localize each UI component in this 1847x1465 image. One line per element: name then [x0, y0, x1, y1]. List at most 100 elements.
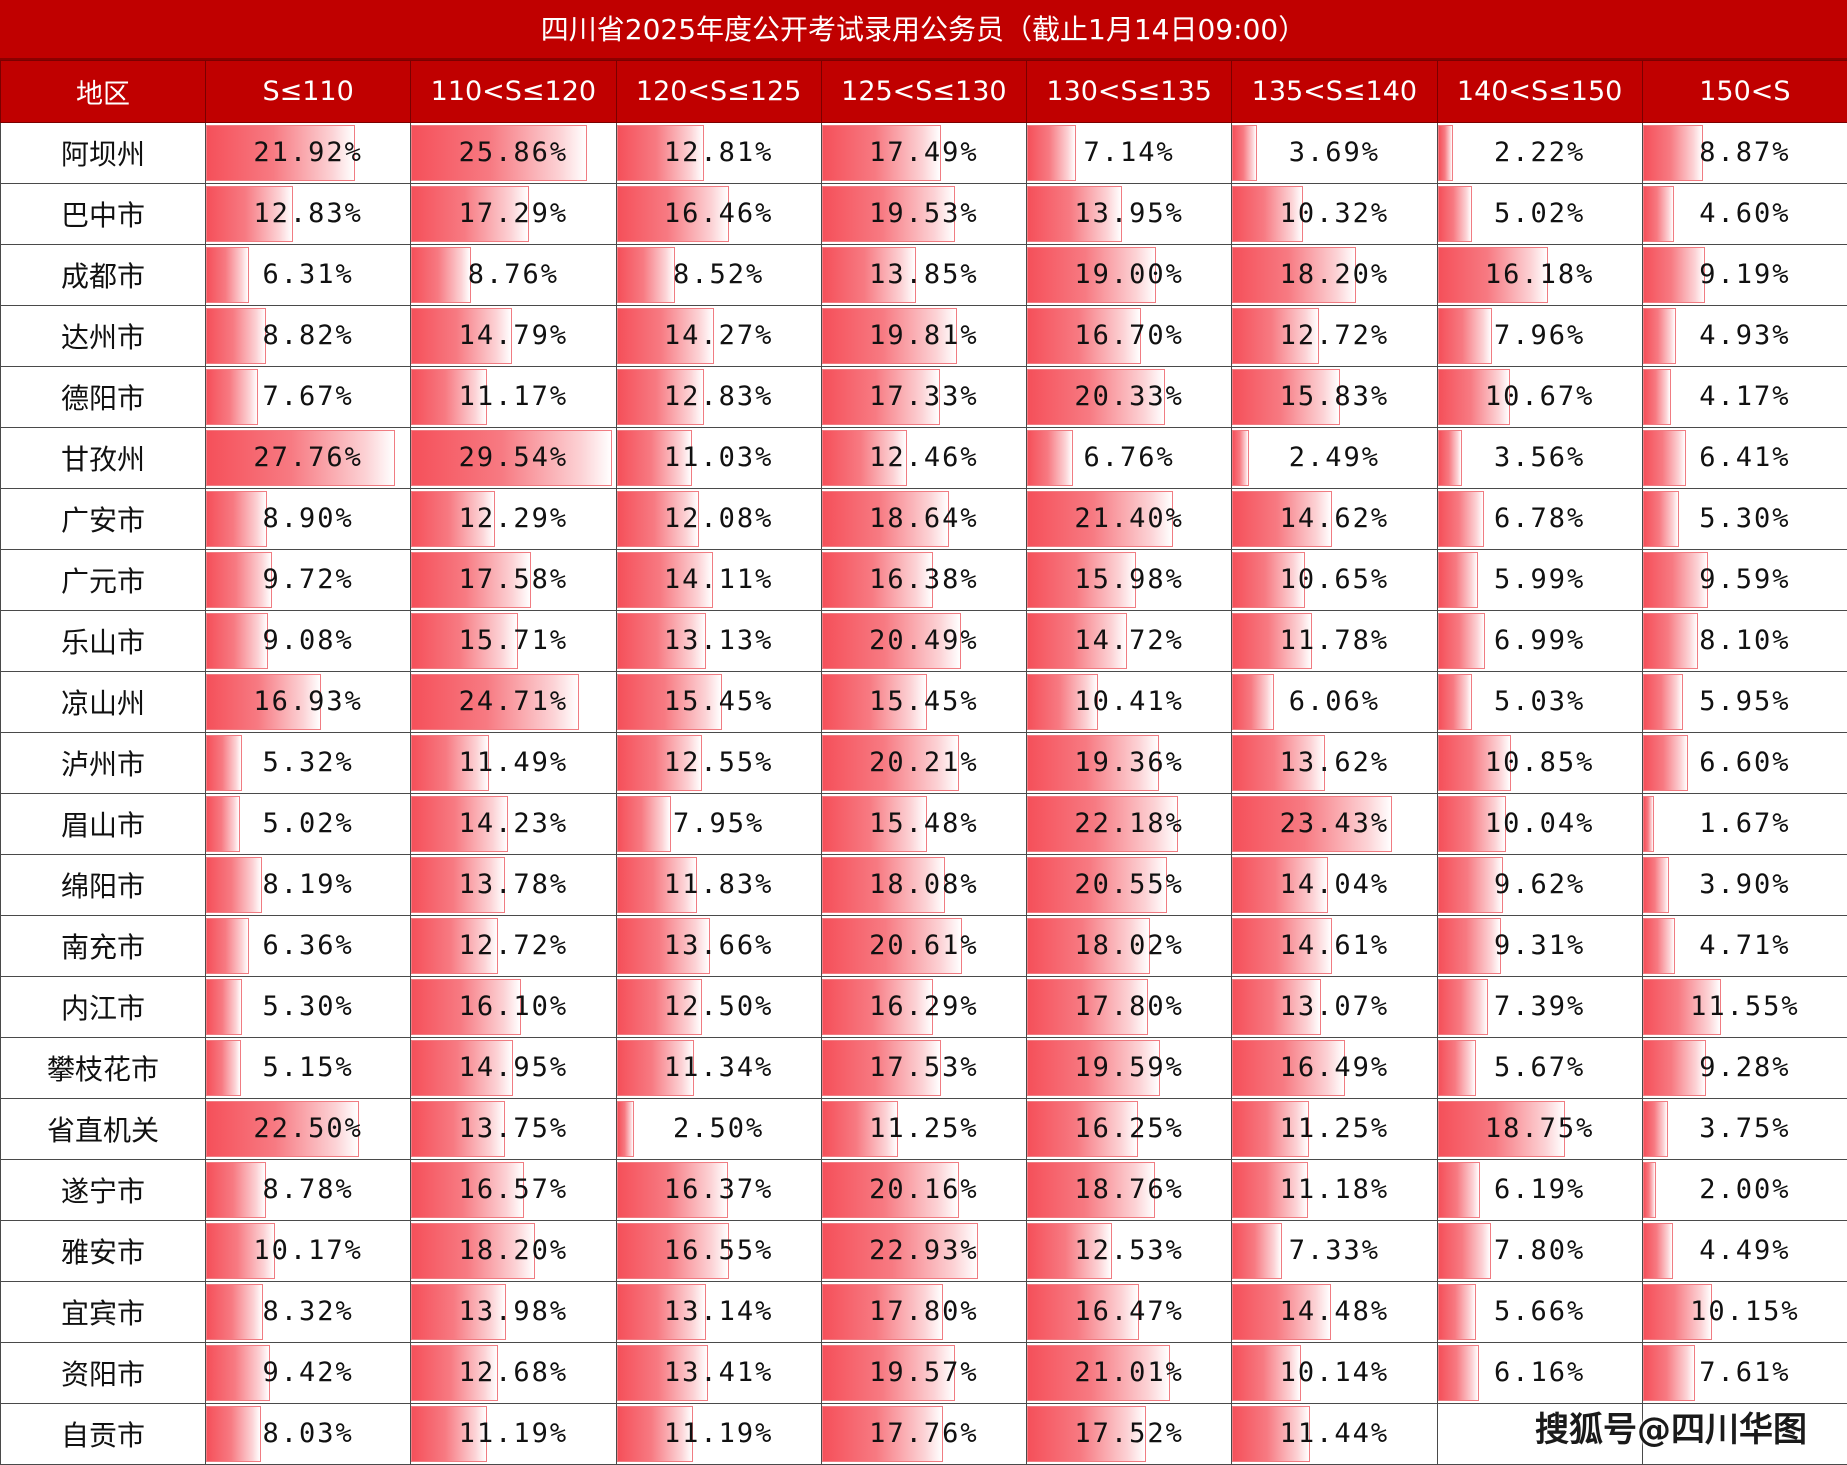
percent-cell: 5.32% — [204, 732, 412, 794]
percent-cell: 11.19% — [615, 1403, 822, 1465]
percent-cell: 14.04% — [1231, 854, 1438, 916]
data-bar — [1643, 857, 1670, 913]
data-bar — [1232, 1162, 1309, 1218]
percent-cell: 6.06% — [1231, 671, 1438, 733]
percent-cell: 14.95% — [410, 1037, 617, 1099]
percent-value: 17.29% — [458, 198, 569, 229]
percent-cell: 5.15% — [204, 1037, 412, 1099]
percent-cell: 20.61% — [820, 915, 1028, 977]
percent-value: 10.17% — [253, 1235, 363, 1266]
percent-cell: 8.82% — [204, 305, 412, 367]
percent-cell: 20.33% — [1025, 366, 1233, 428]
table-row: 遂宁市 8.78% 16.57% 16.37% 20.16% 18.76% 11.18% 6.… — [0, 1159, 1847, 1221]
percent-cell: 16.38% — [820, 549, 1028, 611]
percent-cell: 19.57% — [820, 1342, 1028, 1404]
table-row: 绵阳市 8.19% 13.78% 11.83% 18.08% 20.55% 14.04% 9.… — [0, 854, 1847, 916]
percent-value: 17.58% — [458, 564, 569, 595]
percent-value: 17.80% — [869, 1296, 979, 1327]
header-band: 110<S≤120 — [410, 60, 617, 123]
data-bar — [1027, 918, 1150, 974]
percent-value: 10.04% — [1484, 808, 1595, 839]
percent-value: 14.72% — [1074, 625, 1184, 656]
percent-cell: 13.62% — [1231, 732, 1438, 794]
percent-value: 7.39% — [1493, 991, 1586, 1022]
percent-value: 16.49% — [1279, 1052, 1390, 1083]
percent-cell: 3.56% — [1436, 427, 1643, 489]
region-cell: 内江市 — [0, 976, 206, 1038]
percent-value: 6.19% — [1493, 1174, 1586, 1205]
data-bar — [1643, 1101, 1669, 1157]
percent-value: 19.57% — [869, 1357, 979, 1388]
data-bar — [1232, 979, 1322, 1035]
percent-value: 8.32% — [262, 1296, 354, 1327]
data-bar — [1438, 247, 1548, 303]
percent-value: 17.52% — [1074, 1418, 1184, 1449]
percent-value: 5.30% — [262, 991, 354, 1022]
region-cell: 泸州市 — [0, 732, 206, 794]
percent-value: 18.64% — [869, 503, 979, 534]
percent-cell: 12.72% — [410, 915, 617, 977]
percent-cell: 8.78% — [204, 1159, 412, 1221]
percent-cell: 2.00% — [1641, 1159, 1847, 1221]
table-row: 宜宾市 8.32% 13.98% 13.14% 17.80% 16.47% 14.48% 5.… — [0, 1281, 1847, 1343]
percent-value: 17.53% — [869, 1052, 979, 1083]
percent-cell: 17.53% — [820, 1037, 1028, 1099]
data-bar — [1643, 125, 1704, 181]
percent-value: 2.00% — [1699, 1174, 1791, 1205]
data-bar — [617, 1223, 730, 1279]
percent-value: 12.83% — [253, 198, 363, 229]
percent-value: 4.60% — [1699, 198, 1791, 229]
table-row: 凉山州 16.93% 24.71% 15.45% 15.45% 10.41% 6.06% 5.… — [0, 671, 1847, 733]
data-bar — [822, 1040, 942, 1096]
data-bar — [617, 918, 710, 974]
percent-cell: 12.50% — [615, 976, 822, 1038]
percent-value: 19.53% — [869, 198, 979, 229]
percent-value: 16.10% — [458, 991, 569, 1022]
data-bar — [411, 979, 521, 1035]
percent-cell: 13.07% — [1231, 976, 1438, 1038]
percent-value: 11.19% — [458, 1418, 569, 1449]
percent-cell: 15.83% — [1231, 366, 1438, 428]
percent-value: 5.15% — [262, 1052, 354, 1083]
header-row: 地区 S≤110 110<S≤120 120<S≤125 125<S≤130 1… — [0, 60, 1847, 123]
data-bar — [206, 796, 241, 852]
percent-cell: 17.80% — [1025, 976, 1233, 1038]
percent-value: 15.98% — [1074, 564, 1184, 595]
percent-value: 20.33% — [1074, 381, 1184, 412]
percent-value: 6.41% — [1699, 442, 1791, 473]
region-cell: 德阳市 — [0, 366, 206, 428]
percent-value: 9.59% — [1699, 564, 1791, 595]
percent-cell: 8.90% — [204, 488, 412, 550]
data-bar — [411, 1223, 536, 1279]
percent-value: 14.62% — [1279, 503, 1390, 534]
percent-cell: 10.32% — [1231, 183, 1438, 245]
data-bar — [822, 1223, 978, 1279]
data-bar — [822, 430, 907, 486]
percent-cell: 17.58% — [410, 549, 617, 611]
percent-value: 8.03% — [262, 1418, 354, 1449]
table-row: 甘孜州 27.76% 29.54% 11.03% 12.46% 6.76% 2.49% 3.5… — [0, 427, 1847, 489]
header-region: 地区 — [0, 60, 206, 123]
percent-cell: 14.61% — [1231, 915, 1438, 977]
percent-value: 12.29% — [458, 503, 569, 534]
percent-value: 11.19% — [663, 1418, 774, 1449]
percent-cell: 8.19% — [204, 854, 412, 916]
data-bar — [1438, 1101, 1566, 1157]
table-row: 资阳市 9.42% 12.68% 13.41% 19.57% 21.01% 10.14% 6.… — [0, 1342, 1847, 1404]
data-bar — [1027, 1284, 1140, 1340]
percent-value: 18.02% — [1074, 930, 1184, 961]
data-bar — [1232, 674, 1274, 730]
data-bar — [411, 735, 490, 791]
data-bar — [822, 1406, 943, 1462]
percent-cell: 9.08% — [204, 610, 412, 672]
data-bar — [1643, 186, 1675, 242]
percent-value: 7.80% — [1493, 1235, 1586, 1266]
region-cell: 广元市 — [0, 549, 206, 611]
percent-value: 16.18% — [1484, 259, 1595, 290]
data-bar — [1438, 613, 1486, 669]
percent-cell: 18.75% — [1436, 1098, 1643, 1160]
percent-cell: 11.44% — [1231, 1403, 1438, 1465]
percent-value: 9.31% — [1493, 930, 1586, 961]
percent-cell: 5.66% — [1436, 1281, 1643, 1343]
region-cell: 遂宁市 — [0, 1159, 206, 1221]
